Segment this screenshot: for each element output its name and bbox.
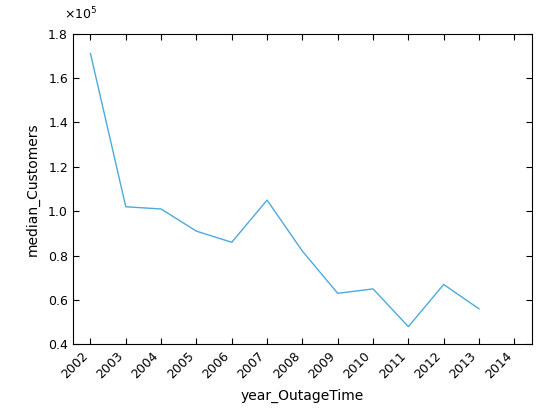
- Y-axis label: median_Customers: median_Customers: [25, 122, 40, 256]
- X-axis label: year_OutageTime: year_OutageTime: [241, 389, 364, 404]
- Text: $\times10^5$: $\times10^5$: [64, 6, 98, 23]
